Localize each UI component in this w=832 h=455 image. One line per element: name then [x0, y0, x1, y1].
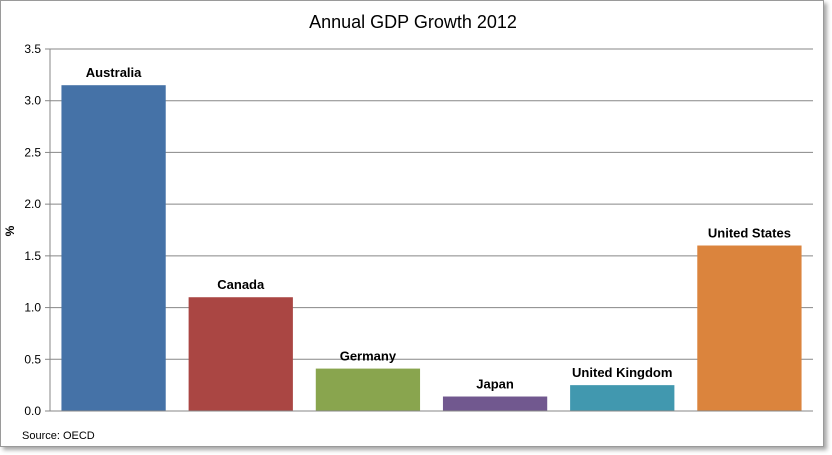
data-label-australia: Australia — [86, 65, 142, 80]
data-label-united-states: United States — [708, 226, 791, 241]
bars — [61, 85, 802, 411]
data-label-united-kingdom: United Kingdom — [572, 365, 672, 380]
y-tick-label: 2.0 — [24, 197, 41, 211]
y-axis-label: % — [3, 225, 17, 236]
bar-canada — [188, 297, 293, 411]
y-tick-label: 2.5 — [24, 145, 41, 159]
data-label-canada: Canada — [217, 277, 265, 292]
chart-title: Annual GDP Growth 2012 — [309, 12, 517, 32]
data-labels: Australia Canada Germany Japan United Kingdo… — [86, 65, 791, 391]
y-tick-label: 1.5 — [24, 249, 41, 263]
y-tick-label: 1.0 — [24, 301, 41, 315]
bar-australia — [61, 85, 166, 411]
y-tick-label: 0.0 — [24, 404, 41, 418]
data-label-germany: Germany — [340, 349, 397, 364]
y-tick-labels: 0.0 0.5 1.0 1.5 2.0 2.5 3.0 3.5 — [24, 42, 41, 418]
gridlines — [45, 48, 813, 412]
bar-germany — [315, 368, 421, 411]
bar-japan — [442, 396, 548, 411]
bar-united-kingdom — [570, 385, 675, 411]
bar-united-states — [697, 245, 802, 411]
y-tick-label: 0.5 — [24, 352, 41, 366]
data-label-japan: Japan — [476, 377, 514, 392]
source-note: Source: OECD — [22, 430, 95, 442]
y-tick-label: 3.0 — [24, 94, 41, 108]
y-tick-label: 3.5 — [24, 42, 41, 56]
